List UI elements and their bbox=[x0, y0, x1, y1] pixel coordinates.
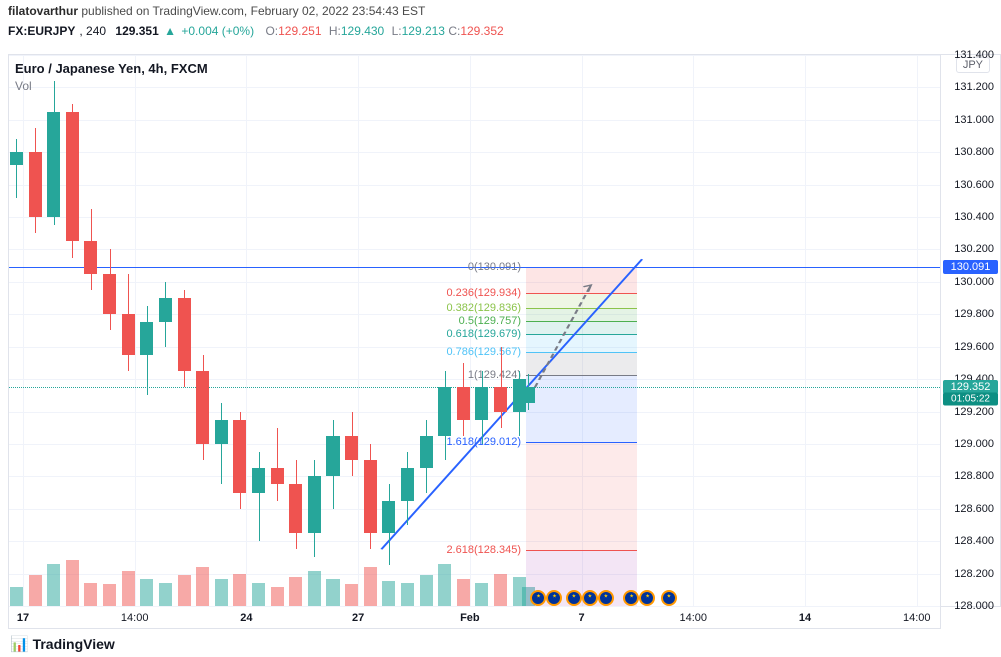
y-tick: 130.200 bbox=[954, 243, 994, 255]
y-tick: 129.200 bbox=[954, 406, 994, 418]
economic-event-icon[interactable] bbox=[623, 590, 655, 606]
change-arrow: ▲ bbox=[164, 24, 176, 38]
y-tick: 128.800 bbox=[954, 470, 994, 482]
y-tick: 129.000 bbox=[954, 438, 994, 450]
x-tick: 24 bbox=[240, 612, 252, 624]
last-price: 129.351 bbox=[115, 24, 158, 38]
x-tick: 14 bbox=[799, 612, 811, 624]
y-tick: 128.200 bbox=[954, 568, 994, 580]
economic-event-icon[interactable] bbox=[661, 590, 677, 606]
publish-header: filatovarthur published on TradingView.c… bbox=[0, 0, 1001, 22]
y-tick: 131.400 bbox=[954, 49, 994, 61]
y-tick: 130.000 bbox=[954, 276, 994, 288]
economic-event-icon[interactable] bbox=[566, 590, 614, 606]
x-tick: 14:00 bbox=[680, 612, 708, 624]
hline-price-badge: 130.091 bbox=[943, 260, 998, 274]
x-axis[interactable]: 17 14:00 24 27 Feb 7 14:00 14 14:00 bbox=[8, 607, 941, 629]
ohlc: O:129.251 H:129.430 L:129.213 C:129.352 bbox=[265, 24, 503, 38]
y-tick: 130.800 bbox=[954, 146, 994, 158]
y-tick: 129.800 bbox=[954, 308, 994, 320]
plot[interactable]: 0(130.091)0.236(129.934)0.382(129.836)0.… bbox=[8, 54, 941, 607]
x-tick: 27 bbox=[352, 612, 364, 624]
x-tick: Feb bbox=[460, 612, 480, 624]
y-tick: 130.400 bbox=[954, 211, 994, 223]
y-tick: 131.000 bbox=[954, 114, 994, 126]
y-tick: 128.400 bbox=[954, 535, 994, 547]
y-tick: 131.200 bbox=[954, 81, 994, 93]
y-tick: 128.600 bbox=[954, 503, 994, 515]
footer-brand: 📊 TradingView bbox=[0, 629, 1001, 657]
x-tick: 14:00 bbox=[903, 612, 931, 624]
symbol[interactable]: FX:EURJPY bbox=[8, 24, 75, 38]
y-tick: 128.000 bbox=[954, 600, 994, 612]
countdown-badge: 01:05:22 bbox=[943, 392, 998, 405]
x-tick: 17 bbox=[17, 612, 29, 624]
author: filatovarthur bbox=[8, 4, 78, 18]
y-tick: 129.600 bbox=[954, 341, 994, 353]
chart-area[interactable]: 0(130.091)0.236(129.934)0.382(129.836)0.… bbox=[0, 44, 1001, 629]
economic-event-icon[interactable] bbox=[530, 590, 562, 606]
y-axis[interactable]: JPY 131.400131.200131.000130.800130.6001… bbox=[941, 54, 1001, 607]
x-tick: 7 bbox=[579, 612, 585, 624]
x-tick: 14:00 bbox=[121, 612, 149, 624]
y-tick: 130.600 bbox=[954, 179, 994, 191]
symbol-bar: FX:EURJPY, 240 129.351 ▲ +0.004 (+0%) O:… bbox=[0, 22, 1001, 42]
change-value: +0.004 (+0%) bbox=[181, 24, 254, 38]
